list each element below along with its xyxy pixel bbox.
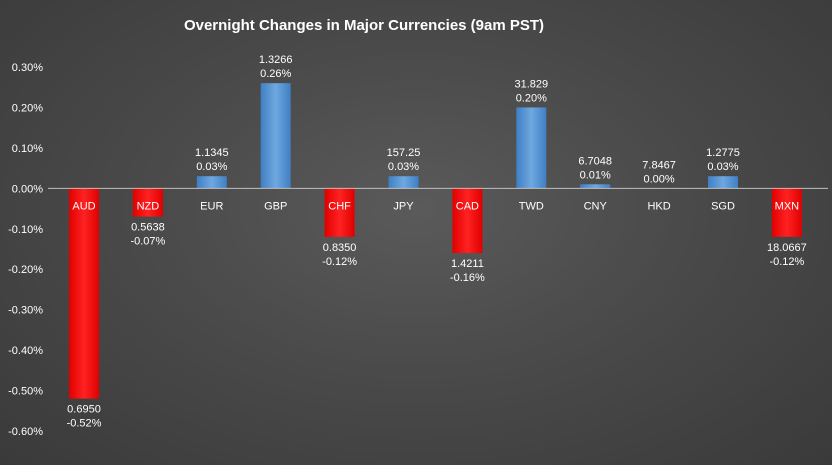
category-label-cny: CNY bbox=[584, 200, 608, 212]
category-label-cad: CAD bbox=[456, 200, 479, 212]
y-tick-label: -0.50% bbox=[8, 386, 43, 398]
category-label-jpy: JPY bbox=[393, 200, 414, 212]
y-tick-label: -0.30% bbox=[8, 305, 43, 317]
rate-label-sgd: 1.2775 bbox=[706, 147, 740, 159]
value-label-mxn: -0.12% bbox=[769, 256, 804, 268]
bar-chf bbox=[324, 188, 355, 237]
value-label-cny: 0.01% bbox=[580, 169, 611, 181]
y-tick-label: -0.40% bbox=[8, 345, 43, 357]
value-label-eur: 0.03% bbox=[196, 161, 227, 173]
rate-label-aud: 0.6950 bbox=[67, 404, 101, 416]
rate-label-hkd: 7.8467 bbox=[642, 159, 676, 171]
y-tick-label: -0.60% bbox=[8, 426, 43, 438]
bars-group bbox=[69, 83, 802, 399]
bar-aud bbox=[69, 188, 99, 399]
value-label-jpy: 0.03% bbox=[388, 161, 419, 173]
category-label-aud: AUD bbox=[72, 200, 95, 212]
rate-label-cad: 1.4211 bbox=[451, 258, 484, 270]
y-tick-label: 0.20% bbox=[12, 102, 43, 114]
value-label-hkd: 0.00% bbox=[643, 173, 674, 185]
value-label-aud: -0.52% bbox=[67, 418, 102, 430]
rate-label-mxn: 18.0667 bbox=[767, 242, 807, 254]
value-label-twd: 0.20% bbox=[516, 92, 547, 104]
category-label-eur: EUR bbox=[200, 200, 223, 212]
y-axis: 0.30% 0.20% 0.10% 0.00% -0.10% -0.20% -0.30% -0… bbox=[8, 62, 43, 438]
rate-label-gbp: 1.3266 bbox=[259, 54, 293, 66]
rate-label-eur: 1.1345 bbox=[195, 147, 229, 159]
category-label-sgd: SGD bbox=[711, 200, 735, 212]
bar-cad bbox=[452, 188, 483, 254]
value-label-nzd: -0.07% bbox=[130, 236, 165, 248]
category-label-chf: CHF bbox=[328, 200, 351, 212]
category-label-gbp: GBP bbox=[264, 200, 287, 212]
y-tick-label: -0.10% bbox=[8, 224, 43, 236]
category-label-hkd: HKD bbox=[647, 200, 670, 212]
bar-gbp bbox=[260, 83, 291, 189]
rate-label-nzd: 0.5638 bbox=[131, 222, 165, 234]
y-tick-label: 0.10% bbox=[12, 143, 43, 155]
bar-cny bbox=[580, 184, 611, 189]
y-tick-label: 0.30% bbox=[12, 62, 43, 74]
bar-eur bbox=[196, 176, 227, 189]
category-label-nzd: NZD bbox=[137, 200, 160, 212]
rate-label-twd: 31.829 bbox=[514, 78, 548, 90]
rate-label-cny: 6.7048 bbox=[578, 155, 612, 167]
value-label-sgd: 0.03% bbox=[707, 161, 738, 173]
bar-twd bbox=[516, 107, 547, 189]
bar-mxn bbox=[771, 188, 802, 237]
category-label-mxn: MXN bbox=[775, 200, 800, 212]
value-label-chf: -0.12% bbox=[322, 256, 357, 268]
bar-sgd bbox=[708, 176, 738, 189]
chart-title: Overnight Changes in Major Currencies (9… bbox=[184, 17, 544, 34]
bar-nzd bbox=[132, 188, 163, 217]
y-tick-label: 0.00% bbox=[12, 183, 43, 195]
rate-label-jpy: 157.25 bbox=[387, 147, 421, 159]
y-tick-label: -0.20% bbox=[8, 264, 43, 276]
labels-group: AUD 0.6950 -0.52% NZD 0.5638 -0.07% EUR 1.1345 0… bbox=[67, 54, 807, 429]
rate-label-chf: 0.8350 bbox=[323, 242, 357, 254]
value-label-gbp: 0.26% bbox=[260, 68, 291, 80]
category-label-twd: TWD bbox=[519, 200, 544, 212]
bar-jpy bbox=[388, 176, 419, 189]
value-label-cad: -0.16% bbox=[450, 272, 485, 284]
